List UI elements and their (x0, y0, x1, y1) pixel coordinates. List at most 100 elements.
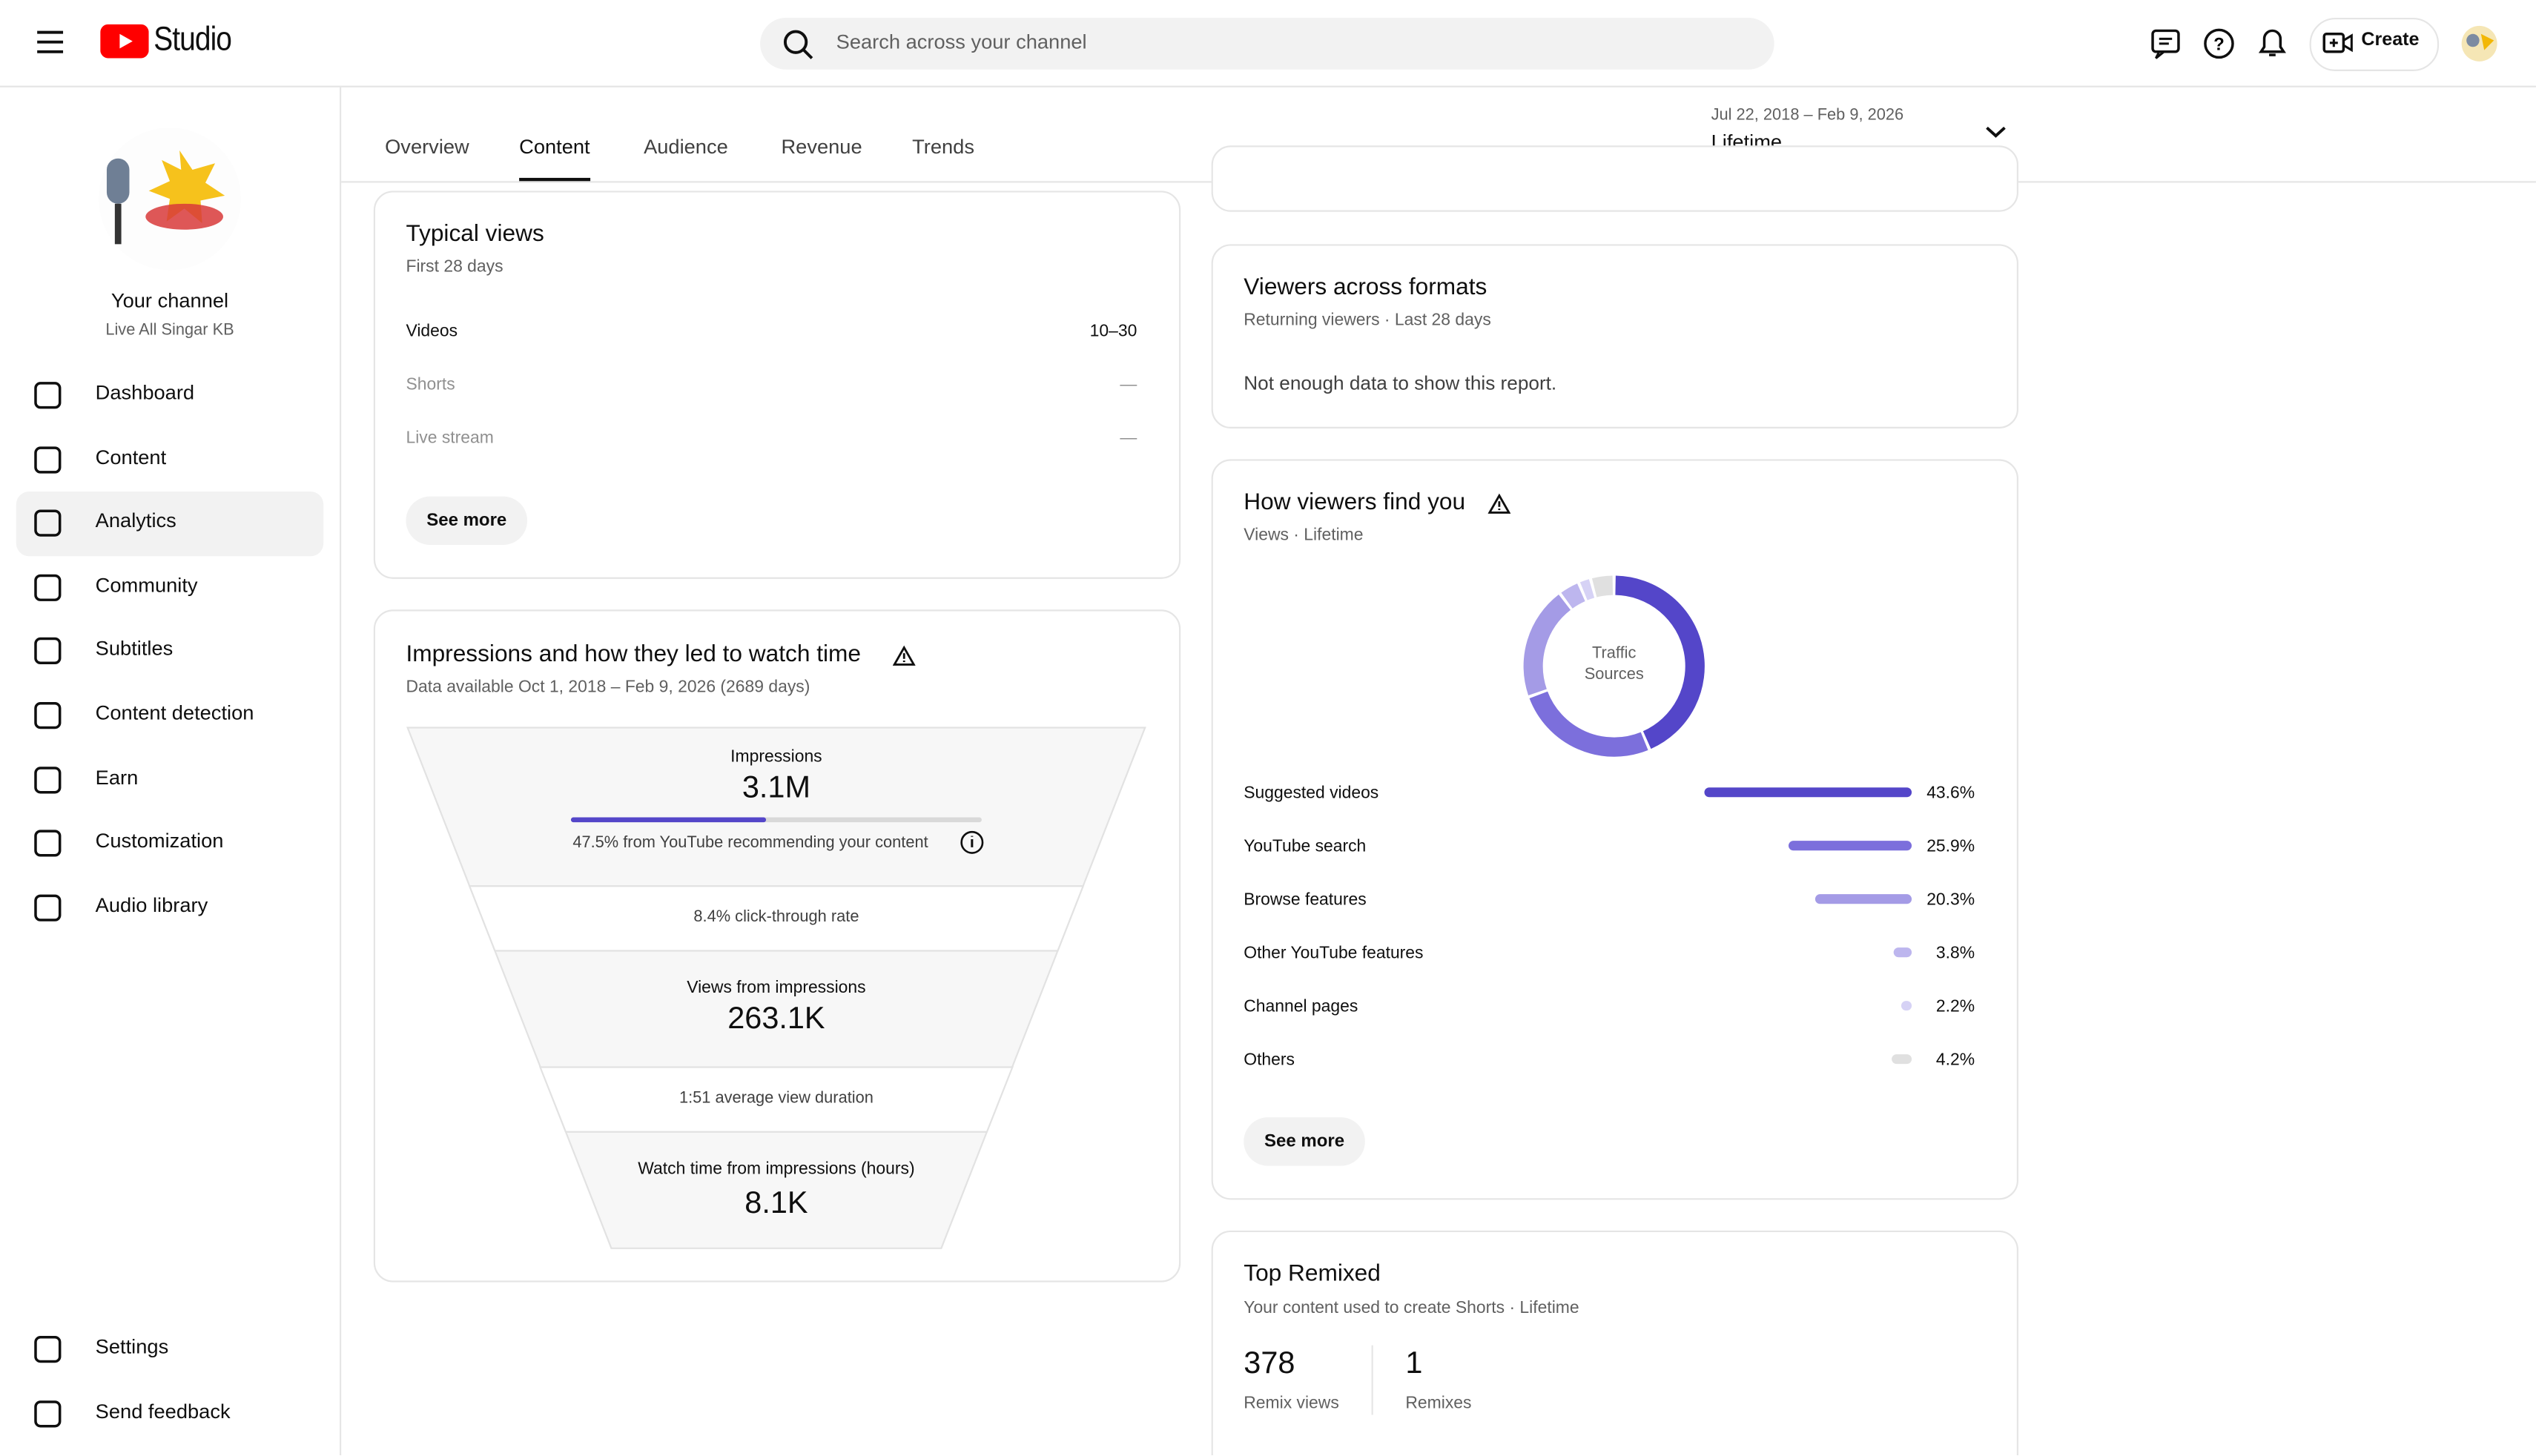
active-tab-indicator (519, 177, 591, 182)
card-title: Top Remixed (1244, 1261, 1381, 1288)
nav-icon (34, 702, 62, 729)
logo-text: Studio (153, 21, 232, 59)
warning-icon[interactable] (1487, 493, 1511, 514)
funnel-label: Watch time from impressions (hours) (638, 1159, 915, 1179)
nav-icon (34, 894, 62, 921)
source-value: 2.2% (1936, 996, 1975, 1015)
donut-segment (1579, 579, 1595, 600)
tab[interactable]: Audience (644, 136, 728, 159)
tab[interactable]: Overview (385, 136, 469, 159)
source-value: 25.9% (1926, 835, 1975, 855)
row-value: — (1120, 428, 1137, 449)
nav-item[interactable]: Analytics (95, 509, 176, 532)
funnel-value: 8.1K (744, 1186, 808, 1221)
sidebar-divider (340, 87, 342, 1455)
svg-text:?: ? (2213, 35, 2225, 55)
card-subtitle: Views · Lifetime (1244, 525, 1364, 546)
nav-item[interactable]: Community (95, 573, 198, 597)
nav-item[interactable]: Dashboard (95, 381, 195, 405)
nav-icon (34, 830, 62, 857)
nav-item[interactable]: Audio library (95, 893, 208, 917)
source-label: Others (1244, 1049, 1295, 1068)
tab[interactable]: Revenue (781, 136, 862, 159)
source-label: Channel pages (1244, 996, 1358, 1015)
donut-segment (1523, 595, 1571, 695)
source-value: 4.2% (1936, 1049, 1975, 1068)
source-label: Other YouTube features (1244, 942, 1423, 962)
source-label: Browse features (1244, 889, 1366, 908)
nav-icon (34, 1336, 62, 1363)
card-title: How viewers find you (1244, 489, 1466, 516)
nav-icon (34, 446, 62, 473)
see-more-button[interactable]: See more (1244, 1117, 1365, 1166)
nav-item[interactable]: Settings (95, 1335, 169, 1359)
traffic-card (1211, 459, 2019, 1200)
account-avatar[interactable] (2458, 24, 2500, 63)
tab[interactable]: Trends (912, 136, 975, 159)
donut-center-label: Traffic Sources (1584, 645, 1644, 684)
stat-value: 1 (1405, 1346, 1423, 1381)
create-button[interactable] (2309, 17, 2440, 71)
row-value: 10–30 (1089, 322, 1137, 342)
source-label: Suggested videos (1244, 782, 1378, 801)
channel-title: Your channel (110, 289, 229, 312)
menu-button[interactable] (36, 29, 65, 55)
stat-label: Remix views (1244, 1394, 1339, 1414)
header-icons[interactable]: ? (2150, 26, 2292, 62)
nav-icon (34, 574, 62, 601)
search-icon (783, 30, 813, 59)
card-subtitle: Your content used to create Shorts · Lif… (1244, 1298, 1579, 1318)
funnel-label: Views from impressions (687, 978, 866, 998)
row-label: Shorts (406, 375, 455, 395)
logo-icon[interactable] (100, 24, 149, 59)
source-bar (1901, 1001, 1912, 1011)
funnel-label: Impressions (730, 747, 822, 767)
top-bar (0, 0, 2536, 87)
nav-icon (34, 1400, 62, 1428)
source-value: 20.3% (1926, 889, 1975, 908)
nav-item[interactable]: Earn (95, 765, 139, 789)
source-bar (1788, 841, 1912, 851)
donut-segment (1561, 583, 1585, 609)
stat-label: Remixes (1405, 1394, 1472, 1414)
card-subtitle: Data available Oct 1, 2018 – Feb 9, 2026… (406, 677, 810, 698)
donut-segment (1591, 575, 1614, 598)
top-remixed-card (1211, 1230, 2019, 1455)
nav-item[interactable]: Customization (95, 830, 224, 853)
partial-card (1211, 145, 2019, 212)
recommended-bar (570, 817, 767, 823)
row-value: — (1120, 375, 1137, 395)
nav-item[interactable]: Content detection (95, 701, 254, 725)
source-value: 3.8% (1936, 942, 1975, 962)
create-label: Create (2361, 30, 2420, 50)
nav-item[interactable]: Content (95, 446, 167, 469)
nav-item[interactable]: Subtitles (95, 638, 174, 661)
tab[interactable]: Content (519, 136, 590, 159)
channel-name: Live All Singar KB (105, 322, 234, 340)
date-dropdown-icon[interactable] (1984, 125, 2007, 141)
card-subtitle: Returning viewers · Last 28 days (1244, 310, 1491, 330)
source-bar (1892, 1054, 1912, 1065)
card-title: Viewers across formats (1244, 274, 1487, 301)
donut-segment (1529, 691, 1648, 757)
recommended-share: 47.5% from YouTube recommending your con… (572, 834, 928, 853)
see-more-button[interactable]: See more (406, 496, 528, 546)
channel-avatar[interactable] (90, 126, 249, 271)
funnel-value: 3.1M (742, 771, 811, 806)
card-title: Impressions and how they led to watch ti… (406, 641, 861, 668)
search-placeholder: Search across your channel (836, 30, 1087, 53)
stat-value: 378 (1244, 1346, 1295, 1381)
empty-message: Not enough data to show this report. (1244, 371, 1557, 395)
nav-icon (34, 766, 62, 793)
search-box[interactable] (760, 17, 1774, 70)
ctr: 8.4% click-through rate (693, 908, 859, 927)
warning-icon[interactable] (892, 645, 916, 666)
card-subtitle: First 28 days (406, 257, 503, 277)
nav-icon (34, 382, 62, 409)
funnel-value: 263.1K (727, 1002, 825, 1037)
nav-item[interactable]: Send feedback (95, 1400, 231, 1423)
